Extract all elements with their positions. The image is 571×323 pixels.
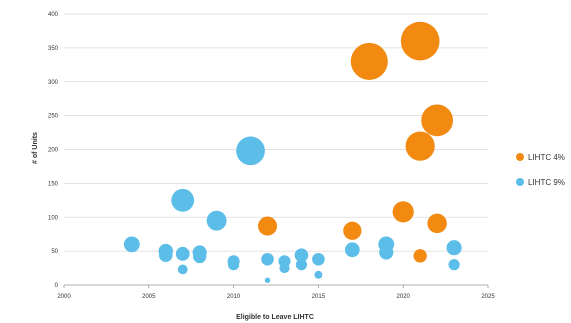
data-point bbox=[177, 264, 188, 275]
legend-marker bbox=[516, 178, 524, 186]
data-point bbox=[400, 21, 440, 61]
data-point bbox=[193, 249, 207, 264]
data-point bbox=[123, 236, 140, 253]
data-point bbox=[258, 216, 278, 236]
x-tick-label: 2020 bbox=[397, 294, 411, 300]
legend: LIHTC 4% LIHTC 9% bbox=[516, 153, 565, 187]
data-point bbox=[312, 252, 325, 266]
legend-label: LIHTC 9% bbox=[528, 178, 565, 187]
data-point bbox=[206, 210, 227, 231]
x-tick-label: 2025 bbox=[481, 294, 495, 300]
data-point bbox=[158, 248, 173, 262]
data-point bbox=[379, 245, 394, 260]
data-point bbox=[392, 201, 414, 223]
tick-labels: 0 50 100 150 200 250 300 350 400 2000 2005 2010 2015… bbox=[48, 12, 495, 300]
data-point bbox=[350, 42, 388, 80]
data-point bbox=[236, 136, 265, 166]
y-axis-title: # of Units bbox=[32, 132, 39, 164]
x-tick-label: 2000 bbox=[57, 294, 71, 300]
y-tick-label: 50 bbox=[51, 249, 58, 255]
data-point bbox=[343, 221, 362, 240]
y-tick-label: 400 bbox=[48, 12, 59, 18]
data-point bbox=[264, 277, 271, 283]
x-axis-title: Eligible to Leave LIHTC bbox=[236, 314, 314, 321]
data-point bbox=[421, 104, 454, 137]
data-point bbox=[413, 249, 427, 263]
series-lihtc-9 bbox=[123, 136, 462, 283]
x-tick-label: 2015 bbox=[312, 294, 326, 300]
x-tick-label: 2005 bbox=[142, 294, 156, 300]
legend-marker bbox=[516, 153, 524, 161]
data-point bbox=[427, 213, 447, 234]
data-point bbox=[171, 188, 195, 212]
y-tick-label: 300 bbox=[48, 80, 59, 86]
data-point bbox=[261, 252, 274, 266]
y-tick-label: 150 bbox=[48, 181, 59, 187]
data-point bbox=[405, 131, 435, 161]
bubbles bbox=[123, 21, 462, 283]
x-tick-label: 2010 bbox=[227, 294, 241, 300]
data-point bbox=[279, 262, 290, 274]
y-tick-label: 350 bbox=[48, 46, 59, 52]
y-tick-label: 200 bbox=[48, 148, 59, 154]
legend-label: LIHTC 4% bbox=[528, 153, 565, 162]
data-point bbox=[175, 246, 190, 261]
series-lihtc-4 bbox=[258, 21, 454, 263]
data-point bbox=[295, 259, 308, 271]
y-tick-label: 100 bbox=[48, 215, 59, 221]
data-point bbox=[294, 248, 309, 262]
y-tick-label: 250 bbox=[48, 114, 59, 120]
data-point bbox=[314, 270, 323, 279]
data-point bbox=[446, 240, 462, 256]
y-tick-label: 0 bbox=[55, 283, 59, 289]
data-point bbox=[228, 259, 240, 271]
data-point bbox=[344, 242, 360, 258]
data-point bbox=[448, 259, 460, 271]
